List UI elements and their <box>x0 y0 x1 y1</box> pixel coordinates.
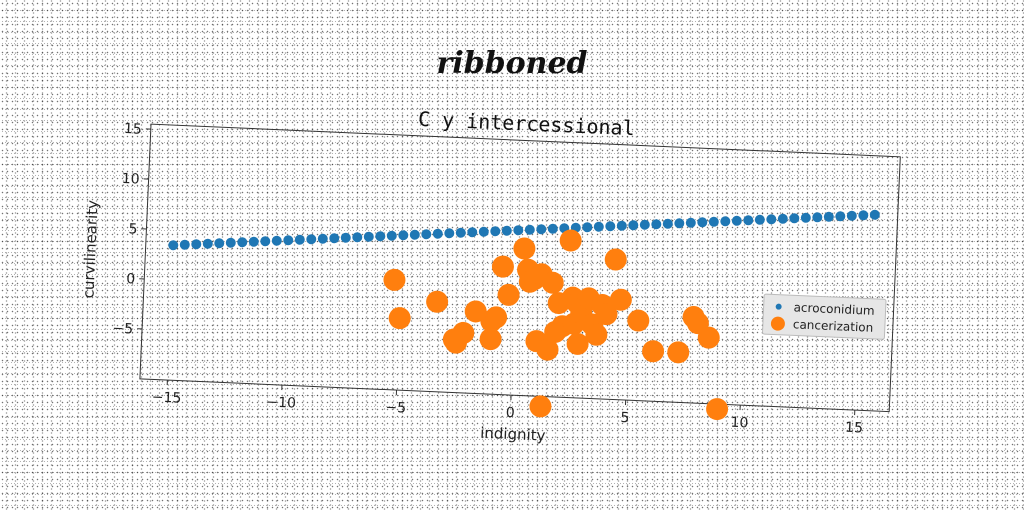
data-point-acroconidium <box>410 230 420 240</box>
data-point-acroconidium <box>387 231 397 241</box>
data-point-cancerization <box>642 340 665 363</box>
data-point-acroconidium <box>237 237 247 247</box>
data-point-acroconidium <box>651 219 661 229</box>
data-point-cancerization <box>491 255 514 278</box>
y-tick-label: 15 <box>124 121 143 138</box>
data-point-acroconidium <box>743 215 753 225</box>
data-point-acroconidium <box>617 221 627 231</box>
data-point-acroconidium <box>536 224 546 234</box>
data-point-acroconidium <box>801 213 811 223</box>
data-point-cancerization <box>627 309 650 332</box>
data-point-acroconidium <box>168 240 178 250</box>
y-tick-label: −5 <box>112 321 133 338</box>
data-point-acroconidium <box>766 214 776 224</box>
data-point-acroconidium <box>824 212 834 222</box>
x-tick-label: −10 <box>266 394 296 411</box>
data-point-acroconidium <box>421 229 431 239</box>
data-point-acroconidium <box>306 234 316 244</box>
x-axis-label: indignity <box>480 424 546 445</box>
data-point-acroconidium <box>180 239 190 249</box>
chart-title: C y intercessional <box>418 107 636 140</box>
data-point-acroconidium <box>191 239 201 249</box>
data-point-acroconidium <box>605 221 615 231</box>
data-point-acroconidium <box>513 225 523 235</box>
data-point-cancerization <box>667 341 690 364</box>
data-point-acroconidium <box>490 226 500 236</box>
data-point-acroconidium <box>594 222 604 232</box>
x-tick-label: 0 <box>506 405 516 421</box>
data-point-acroconidium <box>697 217 707 227</box>
data-point-acroconidium <box>732 216 742 226</box>
data-point-acroconidium <box>582 222 592 232</box>
y-axis: −5 0 5 10 15 <box>112 121 151 338</box>
data-point-acroconidium <box>226 237 236 247</box>
data-point-acroconidium <box>755 215 765 225</box>
data-point-cancerization <box>426 290 449 313</box>
data-point-acroconidium <box>433 229 443 239</box>
data-point-acroconidium <box>502 226 512 236</box>
x-tick-label: −15 <box>152 389 182 406</box>
data-point-acroconidium <box>318 234 328 244</box>
data-point-acroconidium <box>778 214 788 224</box>
data-point-cancerization <box>604 248 627 271</box>
data-point-cancerization <box>513 237 536 260</box>
data-point-acroconidium <box>203 238 213 248</box>
y-axis-label: curvilinearity <box>79 199 101 298</box>
x-tick-label: 15 <box>845 420 864 437</box>
data-point-acroconidium <box>295 235 305 245</box>
data-point-acroconidium <box>870 210 880 220</box>
data-point-cancerization <box>706 398 729 421</box>
x-tick-label: 5 <box>620 410 630 426</box>
data-point-cancerization <box>497 283 520 306</box>
data-point-acroconidium <box>686 218 696 228</box>
data-point-acroconidium <box>456 228 466 238</box>
y-tick-label: 10 <box>121 171 140 188</box>
data-point-acroconidium <box>467 227 477 237</box>
data-point-acroconidium <box>525 225 535 235</box>
data-point-acroconidium <box>341 233 351 243</box>
data-point-acroconidium <box>364 232 374 242</box>
data-point-acroconidium <box>260 236 270 246</box>
data-point-acroconidium <box>789 213 799 223</box>
data-point-cancerization <box>383 268 406 291</box>
data-point-acroconidium <box>674 218 684 228</box>
data-point-acroconidium <box>640 220 650 230</box>
data-point-acroconidium <box>858 210 868 220</box>
data-point-acroconidium <box>272 235 282 245</box>
data-point-acroconidium <box>628 220 638 230</box>
data-point-cancerization <box>529 395 552 418</box>
data-point-acroconidium <box>352 232 362 242</box>
x-tick-label: 10 <box>730 415 749 432</box>
data-point-acroconidium <box>548 224 558 234</box>
y-tick-label: 5 <box>128 221 138 237</box>
data-point-acroconidium <box>835 211 845 221</box>
data-point-acroconidium <box>444 228 454 238</box>
data-point-acroconidium <box>663 219 673 229</box>
data-point-acroconidium <box>847 211 857 221</box>
data-point-acroconidium <box>479 227 489 237</box>
data-point-acroconidium <box>249 236 259 246</box>
data-point-acroconidium <box>720 216 730 226</box>
data-point-cancerization <box>388 307 411 330</box>
data-point-acroconidium <box>812 212 822 222</box>
data-point-acroconidium <box>329 233 339 243</box>
y-tick-label: 0 <box>126 271 136 287</box>
data-point-acroconidium <box>398 230 408 240</box>
data-point-acroconidium <box>709 217 719 227</box>
x-tick-label: −5 <box>385 400 406 417</box>
data-point-acroconidium <box>375 231 385 241</box>
legend: acroconidium cancerization <box>762 294 886 339</box>
data-point-acroconidium <box>214 238 224 248</box>
plot-group: C y intercessional −15 −10 −5 0 5 10 15 −5 0 5 10… <box>74 92 902 459</box>
data-point-acroconidium <box>283 235 293 245</box>
